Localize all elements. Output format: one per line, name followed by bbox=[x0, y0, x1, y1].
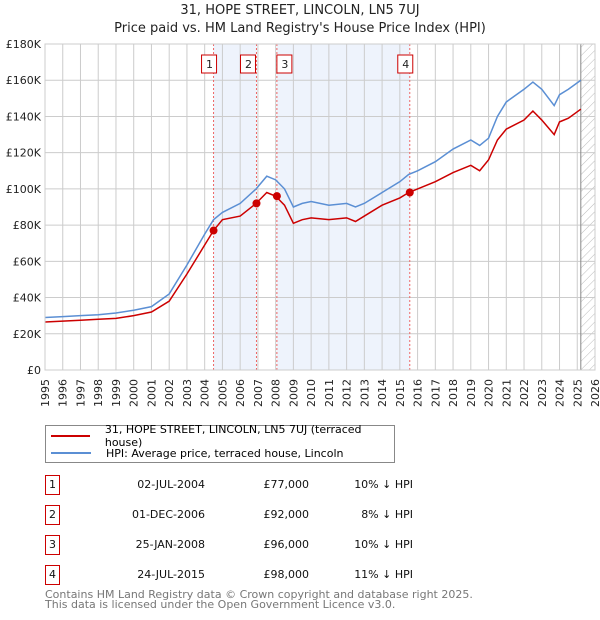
legend-swatch bbox=[51, 435, 90, 437]
table-row: 1 02-JUL-2004 £77,000 10% ↓ HPI bbox=[45, 475, 465, 495]
table-row: 4 24-JUL-2015 £98,000 11% ↓ HPI bbox=[45, 565, 465, 585]
chart-title: 31, HOPE STREET, LINCOLN, LN5 7UJ Price … bbox=[0, 2, 600, 38]
x-tick-label: 2002 bbox=[163, 379, 176, 407]
sale-label-box bbox=[201, 54, 218, 74]
x-tick-label: 2019 bbox=[465, 379, 478, 407]
sale-price: £92,000 bbox=[263, 508, 310, 521]
x-tick-label: 2008 bbox=[270, 379, 283, 407]
x-tick-label: 2018 bbox=[447, 379, 460, 407]
sale-date: 02-JUL-2004 bbox=[137, 478, 205, 491]
subtitle: Price paid vs. HM Land Registry's House … bbox=[114, 21, 486, 36]
x-tick-label: 1996 bbox=[57, 379, 70, 407]
x-tick-label: 2010 bbox=[305, 379, 318, 407]
y-tick-label: £120K bbox=[6, 147, 42, 160]
sale-label-box bbox=[239, 54, 256, 74]
sale-label: 1 bbox=[206, 58, 213, 71]
sale-label-box bbox=[397, 54, 414, 74]
footer-line: Contains HM Land Registry data © Crown c… bbox=[45, 588, 473, 601]
legend-label: 31, HOPE STREET, LINCOLN, LN5 7UJ (terra… bbox=[104, 423, 362, 449]
y-tick-label: £0 bbox=[27, 364, 41, 377]
plot-frame bbox=[44, 43, 596, 371]
sale-marker: 2 bbox=[45, 505, 60, 525]
y-tick-label: £160K bbox=[6, 74, 42, 87]
x-tick-label: 1995 bbox=[39, 379, 52, 407]
y-tick-label: £20K bbox=[13, 328, 42, 341]
forecast-hatch bbox=[580, 44, 595, 370]
sale-date: 24-JUL-2015 bbox=[137, 568, 205, 581]
legend-item-hpi: HPI: Average price, terraced house, Linc… bbox=[46, 445, 343, 461]
series-line bbox=[44, 79, 582, 319]
legend: 31, HOPE STREET, LINCOLN, LN5 7UJ (terra… bbox=[45, 423, 395, 463]
price-chart: 1995 1996 1997 1998 1999 2000 2001 2002 2003 2004… bbox=[6, 38, 600, 407]
sale-point bbox=[209, 226, 218, 235]
sale-point bbox=[272, 192, 281, 201]
sale-label-box bbox=[276, 54, 293, 74]
title: 31, HOPE STREET, LINCOLN, LN5 7UJ bbox=[180, 3, 420, 18]
x-tick-label: 2007 bbox=[252, 379, 265, 407]
table-row: 2 01-DEC-2006 £92,000 8% ↓ HPI bbox=[45, 505, 465, 525]
x-tick-label: 2024 bbox=[554, 379, 567, 407]
sale-point bbox=[252, 199, 261, 208]
legend-swatch bbox=[51, 452, 91, 454]
x-tick-label: 2001 bbox=[145, 379, 158, 407]
hpi-diff: 11% ↓ HPI bbox=[354, 568, 413, 581]
x-tick-label: 2013 bbox=[358, 379, 371, 407]
series-line bbox=[44, 108, 582, 323]
x-tick-label: 2000 bbox=[128, 379, 141, 407]
shaded-period bbox=[213, 44, 257, 370]
y-tick-label: £140K bbox=[6, 110, 42, 123]
hpi-diff: 8% ↓ HPI bbox=[361, 508, 413, 521]
sale-label: 3 bbox=[281, 58, 288, 71]
y-tick-label: £80K bbox=[13, 219, 42, 232]
x-tick-label: 2020 bbox=[483, 379, 496, 407]
x-tick-label: 2017 bbox=[429, 379, 442, 407]
y-tick-label: £180K bbox=[6, 38, 42, 51]
hpi-diff: 10% ↓ HPI bbox=[354, 478, 413, 491]
shaded-period bbox=[276, 44, 410, 370]
legend-item-property: 31, HOPE STREET, LINCOLN, LN5 7UJ (terra… bbox=[46, 423, 394, 449]
sale-point bbox=[405, 188, 414, 197]
table-row: 3 25-JAN-2008 £96,000 10% ↓ HPI bbox=[45, 535, 465, 555]
x-tick-label: 2015 bbox=[394, 379, 407, 407]
x-tick-label: 1998 bbox=[92, 379, 105, 407]
legend-label: HPI: Average price, terraced house, Linc… bbox=[106, 446, 344, 460]
x-tick-label: 1997 bbox=[74, 379, 87, 407]
y-tick-label: £60K bbox=[13, 255, 42, 268]
x-tick-label: 2022 bbox=[518, 379, 531, 407]
x-tick-label: 2026 bbox=[589, 379, 600, 407]
x-tick-label: 1999 bbox=[110, 379, 123, 407]
x-tick-label: 2011 bbox=[323, 379, 336, 407]
x-tick-label: 2003 bbox=[181, 379, 194, 407]
x-tick-label: 2012 bbox=[341, 379, 354, 407]
sale-label: 2 bbox=[245, 58, 252, 71]
footer-line: This data is licensed under the Open Gov… bbox=[45, 598, 396, 611]
x-tick-label: 2005 bbox=[216, 379, 229, 407]
x-tick-label: 2023 bbox=[536, 379, 549, 407]
x-tick-label: 2021 bbox=[500, 379, 513, 407]
x-tick-label: 2014 bbox=[376, 379, 389, 407]
x-tick-label: 2009 bbox=[287, 379, 300, 407]
hpi-diff: 10% ↓ HPI bbox=[354, 538, 413, 551]
sale-label: 4 bbox=[402, 58, 409, 71]
x-tick-label: 2016 bbox=[412, 379, 425, 407]
x-tick-label: 2025 bbox=[571, 379, 584, 407]
sale-date: 25-JAN-2008 bbox=[135, 538, 205, 551]
sale-marker: 1 bbox=[45, 475, 60, 495]
x-tick-label: 2004 bbox=[199, 379, 212, 407]
sale-marker: 4 bbox=[45, 565, 60, 585]
sale-price: £77,000 bbox=[263, 478, 310, 491]
sale-price: £96,000 bbox=[263, 538, 310, 551]
y-tick-label: £100K bbox=[6, 183, 42, 196]
x-tick-label: 2006 bbox=[234, 379, 247, 407]
y-tick-label: £40K bbox=[13, 292, 42, 305]
footer: Contains HM Land Registry data © Crown c… bbox=[45, 588, 473, 611]
sale-date: 01-DEC-2006 bbox=[131, 508, 205, 521]
sale-price: £98,000 bbox=[263, 568, 310, 581]
sale-marker: 3 bbox=[45, 535, 60, 555]
